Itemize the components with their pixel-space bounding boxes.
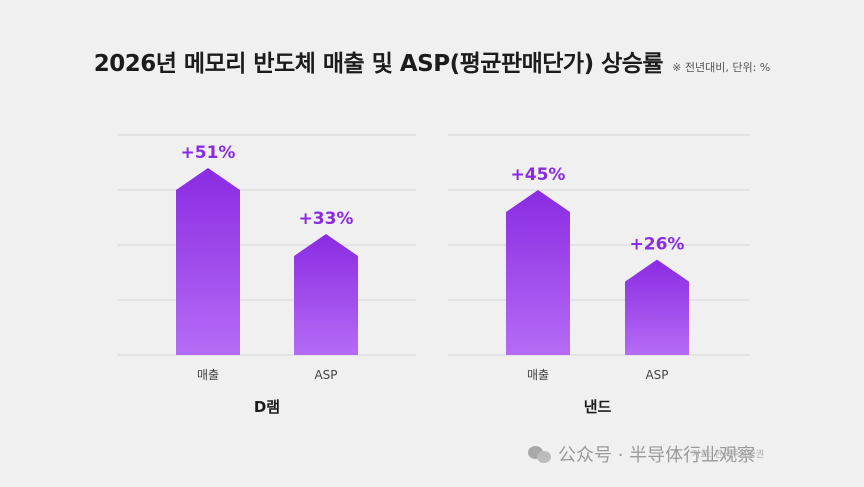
wechat-icon (528, 444, 552, 464)
bar (176, 168, 240, 355)
bar (294, 234, 358, 355)
data-label: +26% (630, 235, 685, 255)
group-label: D램 (254, 398, 280, 416)
data-label: +33% (299, 209, 354, 229)
chart-title: 2026년 메모리 반도체 매출 및 ASP(평균판매단가) 상승률 (93, 51, 664, 77)
bar (625, 259, 689, 355)
group-label: 낸드 (584, 398, 612, 416)
bar (506, 190, 570, 355)
category-label: ASP (314, 368, 337, 382)
data-label: +51% (181, 143, 236, 163)
category-label: ASP (645, 368, 668, 382)
category-label: 매출 (197, 368, 219, 382)
data-label: +45% (511, 165, 566, 185)
title-row: 2026년 메모리 반도체 매출 및 ASP(평균판매단가) 상승률 ※ 전년대… (0, 44, 864, 78)
unit-note: ※ 전년대비, 단위: % (672, 61, 771, 74)
watermark-text: 公众号 · 半导体行业观察 (558, 445, 756, 466)
source-note: 자료: 한국투자증권 (692, 450, 765, 460)
category-label: 매출 (527, 368, 549, 382)
watermark: 公众号 · 半导体行业观察 (528, 441, 755, 467)
